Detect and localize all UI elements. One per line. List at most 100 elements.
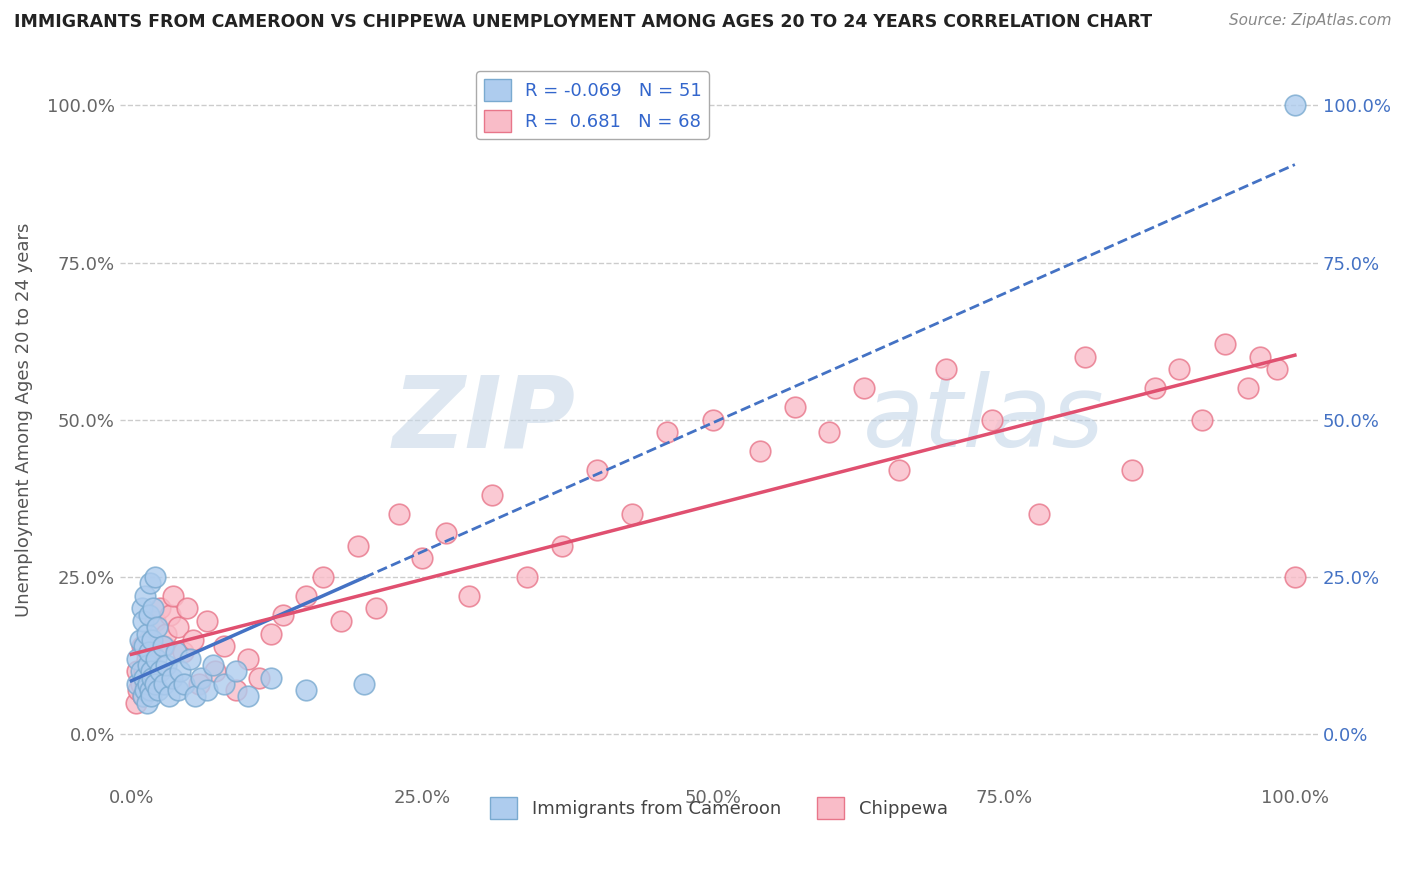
Point bbox=[516, 570, 538, 584]
Point bbox=[132, 614, 155, 628]
Point bbox=[295, 683, 318, 698]
Point bbox=[134, 639, 156, 653]
Point bbox=[139, 576, 162, 591]
Point bbox=[136, 683, 159, 698]
Point bbox=[165, 645, 187, 659]
Point bbox=[1284, 98, 1306, 112]
Point bbox=[136, 677, 159, 691]
Point bbox=[329, 614, 352, 628]
Point bbox=[132, 690, 155, 704]
Point bbox=[260, 671, 283, 685]
Point bbox=[127, 665, 149, 679]
Point bbox=[134, 589, 156, 603]
Point bbox=[179, 651, 201, 665]
Text: IMMIGRANTS FROM CAMEROON VS CHIPPEWA UNEMPLOYMENT AMONG AGES 20 TO 24 YEARS CORR: IMMIGRANTS FROM CAMEROON VS CHIPPEWA UNE… bbox=[14, 13, 1152, 31]
Point bbox=[1074, 350, 1097, 364]
Point bbox=[195, 614, 218, 628]
Point bbox=[135, 696, 157, 710]
Point bbox=[131, 601, 153, 615]
Point bbox=[411, 551, 433, 566]
Point bbox=[195, 683, 218, 698]
Point bbox=[131, 639, 153, 653]
Point bbox=[162, 589, 184, 603]
Point bbox=[585, 463, 607, 477]
Point bbox=[818, 425, 841, 440]
Point bbox=[129, 677, 152, 691]
Point bbox=[135, 626, 157, 640]
Point bbox=[1121, 463, 1143, 477]
Point bbox=[204, 665, 226, 679]
Point bbox=[1028, 507, 1050, 521]
Point bbox=[134, 671, 156, 685]
Point bbox=[159, 607, 181, 622]
Point bbox=[139, 683, 162, 698]
Point bbox=[153, 677, 176, 691]
Point bbox=[620, 507, 643, 521]
Point bbox=[889, 463, 911, 477]
Point bbox=[1267, 362, 1289, 376]
Point bbox=[1284, 570, 1306, 584]
Point bbox=[236, 690, 259, 704]
Point bbox=[173, 677, 195, 691]
Point bbox=[434, 525, 457, 540]
Point bbox=[247, 671, 270, 685]
Point bbox=[146, 620, 169, 634]
Point bbox=[1237, 381, 1260, 395]
Point bbox=[141, 645, 163, 659]
Point bbox=[152, 639, 174, 653]
Point bbox=[187, 677, 209, 691]
Point bbox=[1249, 350, 1271, 364]
Point bbox=[141, 690, 163, 704]
Point bbox=[176, 601, 198, 615]
Point bbox=[1213, 337, 1236, 351]
Point bbox=[981, 413, 1004, 427]
Point bbox=[364, 601, 387, 615]
Point bbox=[141, 632, 163, 647]
Point bbox=[127, 683, 149, 698]
Point bbox=[145, 651, 167, 665]
Point bbox=[214, 639, 236, 653]
Point bbox=[347, 539, 370, 553]
Point bbox=[142, 601, 165, 615]
Point bbox=[155, 657, 177, 672]
Y-axis label: Unemployment Among Ages 20 to 24 years: Unemployment Among Ages 20 to 24 years bbox=[15, 223, 32, 617]
Point bbox=[1144, 381, 1167, 395]
Point bbox=[139, 671, 162, 685]
Point bbox=[125, 696, 148, 710]
Point bbox=[160, 671, 183, 685]
Point bbox=[214, 677, 236, 691]
Point bbox=[167, 620, 190, 634]
Point bbox=[136, 657, 159, 672]
Point bbox=[181, 632, 204, 647]
Point bbox=[138, 632, 160, 647]
Point bbox=[190, 671, 212, 685]
Point bbox=[167, 683, 190, 698]
Text: ZIP: ZIP bbox=[392, 371, 575, 468]
Point bbox=[153, 639, 176, 653]
Point bbox=[132, 690, 155, 704]
Point bbox=[143, 614, 166, 628]
Point bbox=[853, 381, 876, 395]
Point bbox=[141, 657, 163, 672]
Point bbox=[138, 607, 160, 622]
Point bbox=[149, 665, 172, 679]
Point bbox=[127, 677, 149, 691]
Point bbox=[295, 589, 318, 603]
Point bbox=[655, 425, 678, 440]
Point bbox=[271, 607, 294, 622]
Point bbox=[935, 362, 957, 376]
Point bbox=[143, 570, 166, 584]
Point bbox=[551, 539, 574, 553]
Point bbox=[783, 401, 806, 415]
Point bbox=[353, 677, 375, 691]
Point bbox=[157, 690, 180, 704]
Point bbox=[149, 601, 172, 615]
Point bbox=[1191, 413, 1213, 427]
Point bbox=[457, 589, 479, 603]
Point bbox=[481, 488, 503, 502]
Point bbox=[155, 626, 177, 640]
Text: atlas: atlas bbox=[863, 371, 1104, 468]
Point bbox=[143, 677, 166, 691]
Point bbox=[134, 677, 156, 691]
Point bbox=[201, 657, 224, 672]
